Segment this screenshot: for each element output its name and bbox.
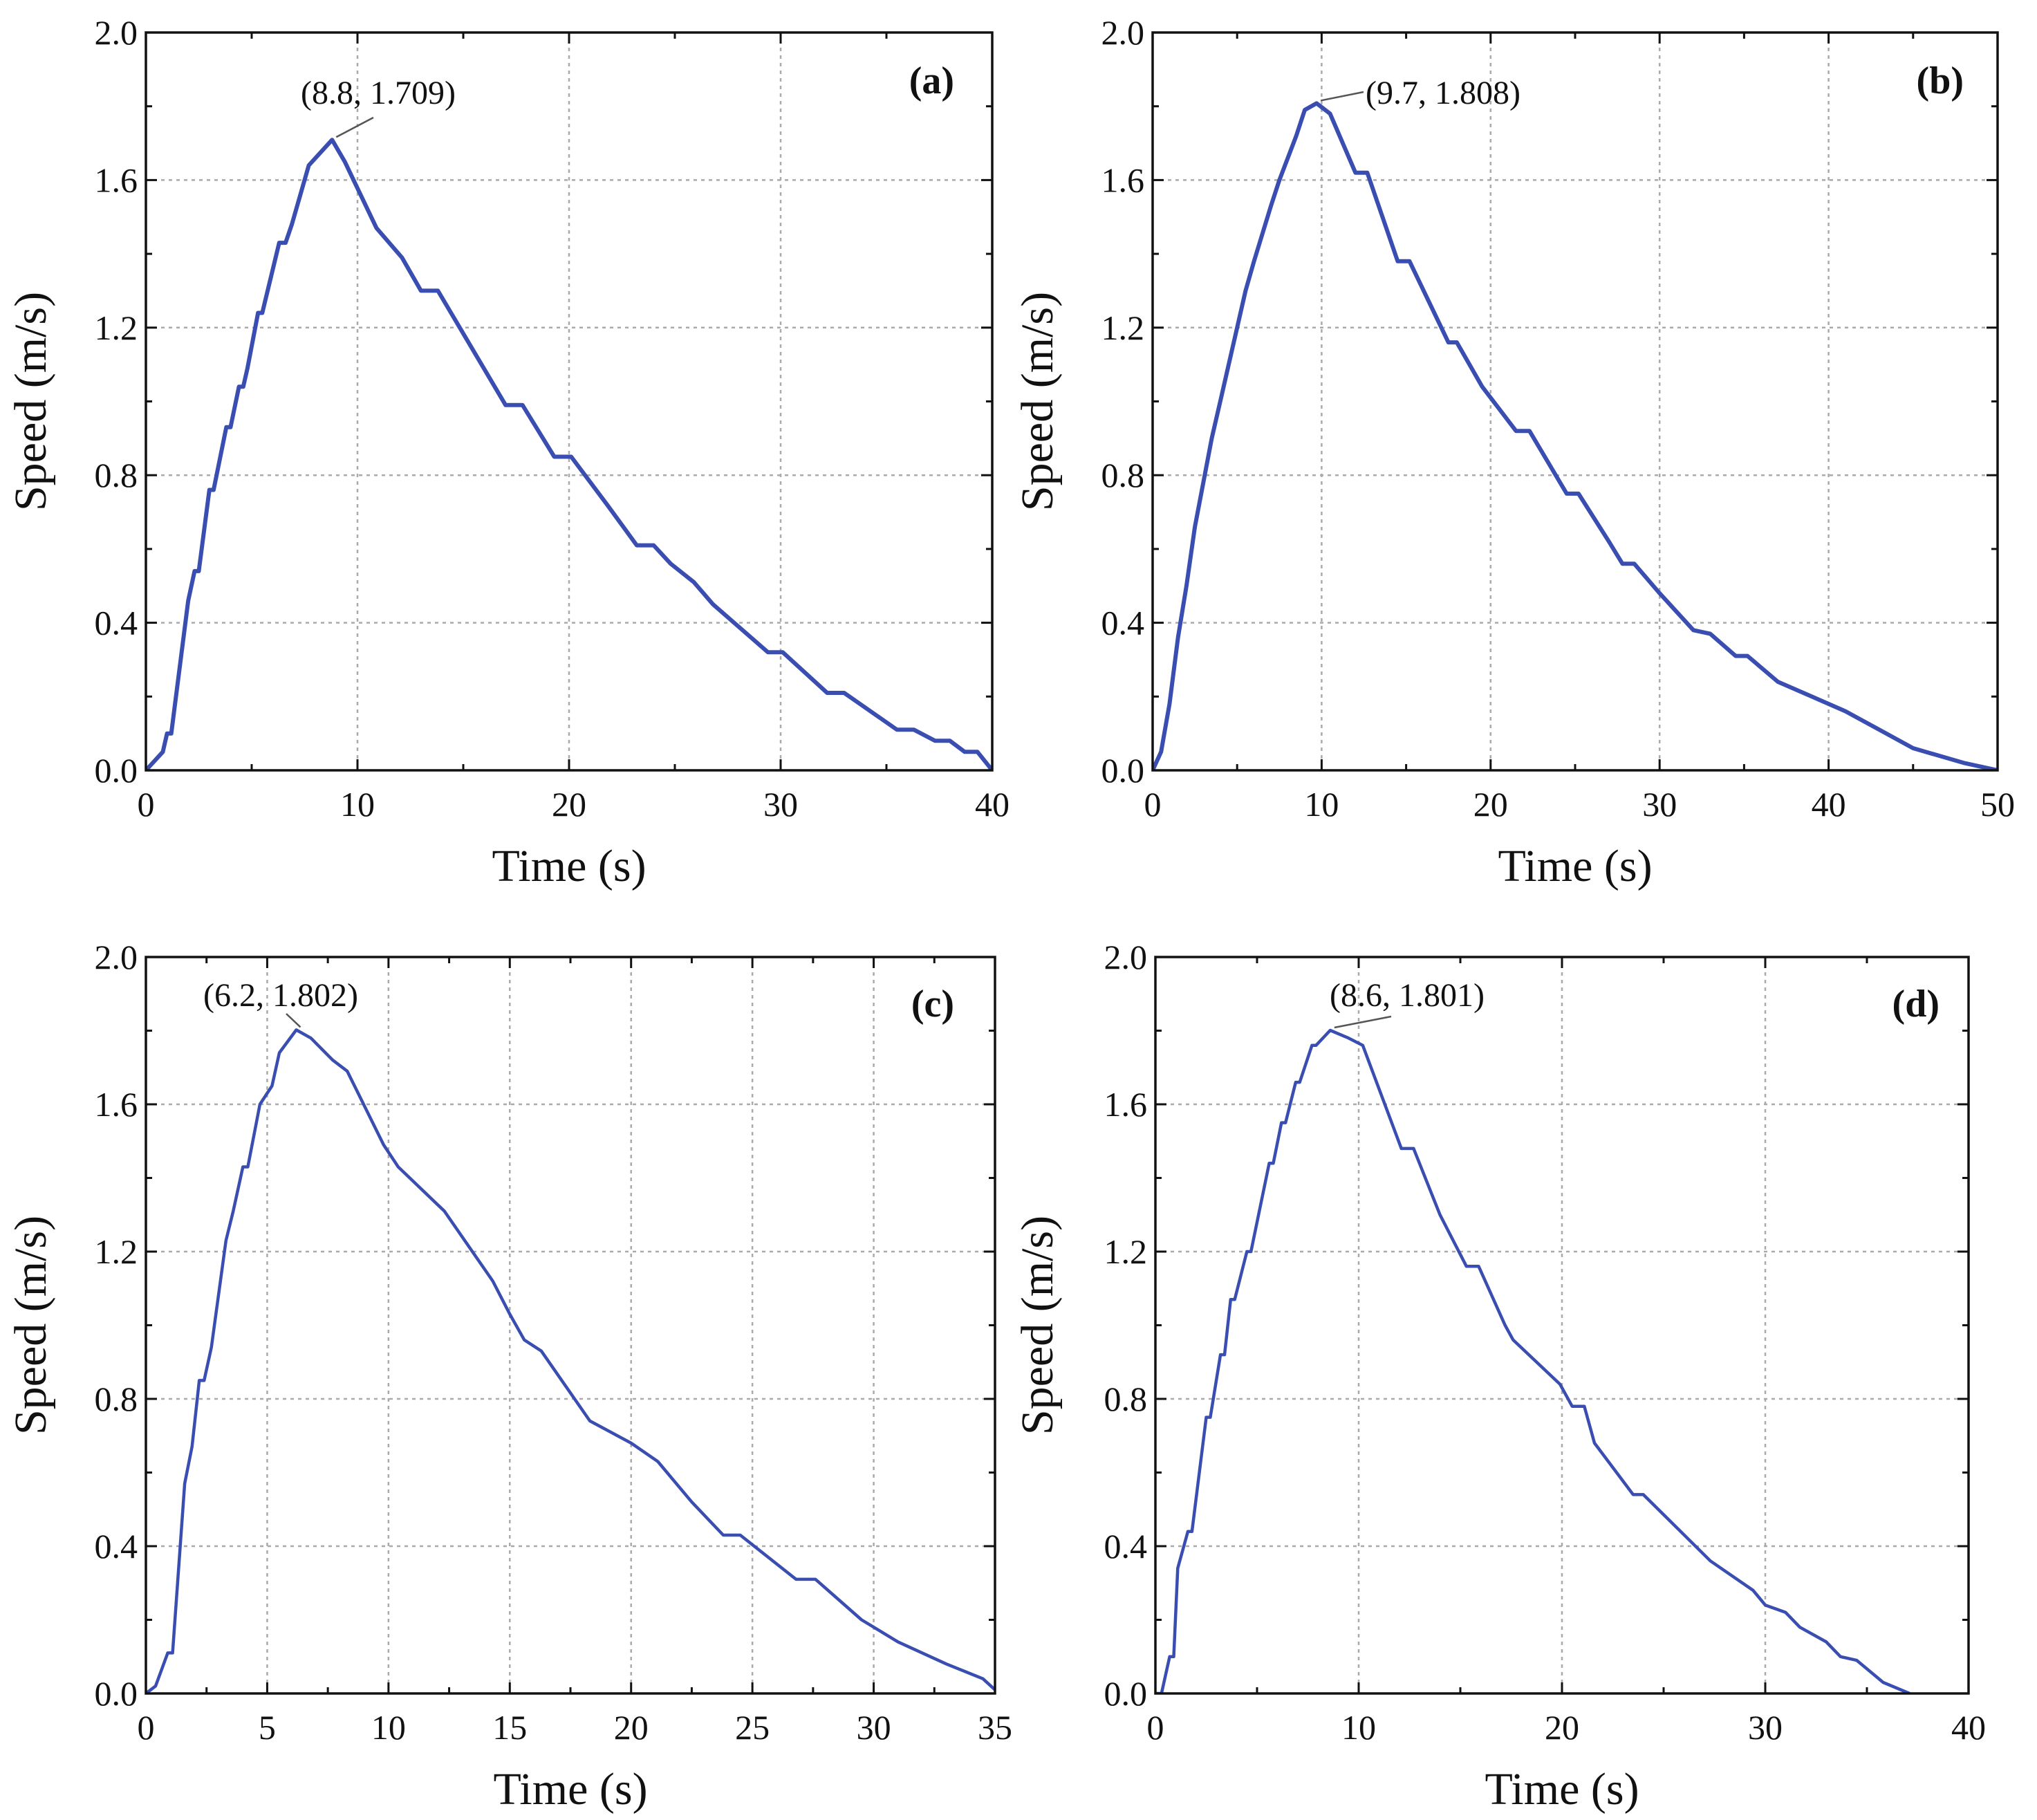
x-tick-label: 40: [1951, 1708, 1986, 1747]
y-tick-label: 0.8: [95, 456, 138, 494]
y-tick-label: 0.4: [95, 1527, 138, 1566]
x-axis-title: Time (s): [493, 1764, 647, 1814]
x-axis-title: Time (s): [1498, 841, 1652, 891]
x-tick-label: 10: [1341, 1708, 1376, 1747]
peak-annotation: (9.7, 1.808): [1366, 75, 1520, 111]
y-tick-label: 1.2: [1104, 1232, 1148, 1271]
y-tick-label: 1.6: [95, 160, 138, 199]
x-tick-label: 10: [340, 785, 375, 824]
series-line-speed: [1153, 101, 1998, 770]
x-tick-label: 30: [1642, 785, 1677, 824]
y-axis-title: Speed (m/s): [1012, 292, 1063, 511]
panel-label: (d): [1892, 983, 1940, 1025]
y-tick-label: 0.4: [1101, 604, 1145, 642]
x-tick-label: 40: [975, 785, 1010, 824]
y-tick-label: 0.0: [1104, 1674, 1148, 1713]
y-tick-label: 0.0: [95, 751, 138, 790]
x-tick-label: 30: [1748, 1708, 1783, 1747]
y-tick-label: 1.6: [1104, 1085, 1148, 1124]
x-tick-label: 0: [1144, 785, 1162, 824]
y-tick-label: 0.8: [95, 1380, 138, 1418]
x-tick-label: 15: [492, 1708, 527, 1747]
x-tick-label: 30: [857, 1708, 891, 1747]
y-tick-label: 2.0: [95, 13, 138, 52]
peak-annotation: (6.2, 1.802): [203, 977, 358, 1014]
x-tick-label: 5: [259, 1708, 276, 1747]
plot-frame: [145, 956, 996, 1695]
x-tick-label: 20: [552, 785, 586, 824]
y-tick-label: 1.6: [1101, 160, 1145, 199]
x-tick-label: 40: [1812, 785, 1846, 824]
y-axis-title: Speed (m/s): [1012, 1216, 1063, 1435]
panel-label: (a): [909, 59, 954, 102]
annotation-leader: [1320, 91, 1364, 102]
x-tick-label: 10: [371, 1708, 406, 1747]
plot-frame: [1154, 956, 1970, 1695]
panel-label: (c): [911, 983, 954, 1025]
y-tick-label: 0.0: [1101, 751, 1145, 790]
peak-annotation: (8.8, 1.709): [301, 75, 456, 111]
peak-annotation: (8.6, 1.801): [1330, 977, 1485, 1014]
x-tick-label: 25: [735, 1708, 770, 1747]
series-line-speed: [146, 138, 992, 770]
panel-a: 0 10 20 30 40 0.0 0.4 0.8 1.2 1.6 2.0 (8.8, 1.709) (…: [6, 13, 1010, 891]
x-tick-label: 20: [1545, 1708, 1579, 1747]
series-line-speed: [1155, 1028, 1910, 1693]
y-tick-label: 1.6: [95, 1085, 138, 1124]
y-tick-label: 2.0: [1101, 13, 1145, 52]
x-tick-label: 0: [138, 1708, 155, 1747]
y-axis-title: Speed (m/s): [6, 292, 56, 511]
x-tick-label: 10: [1304, 785, 1339, 824]
x-tick-label: 35: [978, 1708, 1012, 1747]
annotation-leader: [335, 116, 374, 138]
panel-label: (b): [1917, 59, 1964, 102]
y-tick-label: 1.2: [1101, 308, 1145, 347]
panel-d: 0 10 20 30 40 0.0 0.4 0.8 1.2 1.6 2.0 (8.6, 1.801) (…: [1012, 938, 1986, 1814]
x-tick-label: 0: [138, 785, 155, 824]
y-tick-label: 2.0: [95, 938, 138, 976]
x-tick-label: 0: [1147, 1708, 1164, 1747]
y-axis-title: Speed (m/s): [6, 1216, 56, 1435]
x-tick-label: 50: [1980, 785, 2015, 824]
y-tick-label: 0.8: [1101, 456, 1145, 494]
y-tick-label: 0.4: [95, 604, 138, 642]
x-tick-label: 20: [614, 1708, 649, 1747]
y-tick-label: 1.2: [95, 308, 138, 347]
x-axis-title: Time (s): [1485, 1764, 1639, 1814]
annotation-leader: [286, 1013, 301, 1028]
y-tick-label: 0.0: [95, 1674, 138, 1713]
y-tick-label: 1.2: [95, 1232, 138, 1271]
x-axis-title: Time (s): [492, 841, 646, 891]
x-tick-label: 20: [1473, 785, 1508, 824]
annotation-leader: [1334, 1015, 1392, 1029]
panel-b: 0 10 20 30 40 50 0.0 0.4 0.8 1.2 1.6 2.0 (9.7, 1.808…: [1012, 13, 2015, 891]
x-tick-label: 30: [763, 785, 798, 824]
panel-c: 0 5 10 15 20 25 30 35 0.0 0.4 0.8 1.2 1.6 2.0 (6.2, 1.…: [6, 938, 1012, 1814]
series-line-speed: [146, 1028, 995, 1693]
plot-frame: [1151, 31, 1999, 772]
y-tick-label: 0.4: [1104, 1527, 1148, 1566]
plot-frame: [145, 31, 994, 772]
y-tick-label: 0.8: [1104, 1380, 1148, 1418]
y-tick-label: 2.0: [1104, 938, 1148, 976]
